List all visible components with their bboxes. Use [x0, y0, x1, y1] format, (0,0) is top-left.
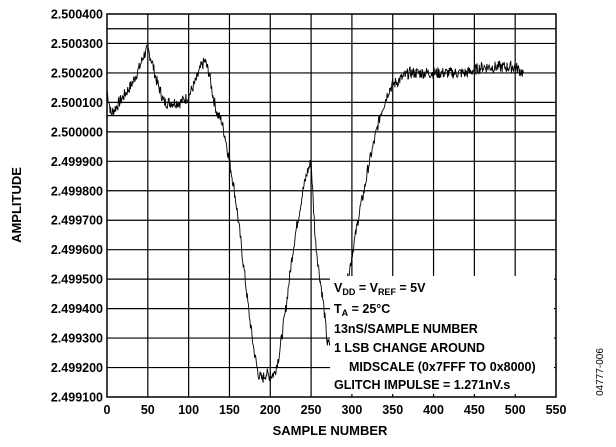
annotation-glitch-impulse: GLITCH IMPULSE = 1.271nV.s	[334, 378, 510, 392]
y-tick-labels: 2.499100 2.499200 2.499300 2.499400 2.499500…	[51, 8, 103, 405]
y-tick-label: 2.499200	[51, 361, 103, 375]
x-axis-label: SAMPLE NUMBER	[273, 423, 388, 438]
x-tick-label: 100	[178, 403, 199, 417]
y-tick-label: 2.499700	[51, 214, 103, 228]
y-tick-label: 2.499500	[51, 273, 103, 287]
x-tick-label: 500	[505, 403, 526, 417]
y-tick-label: 2.499400	[51, 302, 103, 316]
y-tick-label: 2.500100	[51, 96, 103, 110]
x-tick-label: 200	[260, 403, 281, 417]
annotation-ta: TA = 25°C	[334, 302, 390, 318]
annotation-lsb-change: 1 LSB CHANGE AROUND	[334, 341, 485, 355]
annotation-box	[330, 276, 554, 394]
y-tick-label: 2.499300	[51, 332, 103, 346]
x-tick-label: 150	[219, 403, 240, 417]
x-tick-labels: 0 50 100 150 200 250 300 350 400 450 500 550	[104, 403, 567, 417]
annotation-ns-per-sample: 13nS/SAMPLE NUMBER	[334, 322, 478, 336]
annotation-midscale: MIDSCALE (0x7FFF TO 0x8000)	[349, 360, 536, 374]
x-tick-label: 350	[382, 403, 403, 417]
x-tick-label: 50	[141, 403, 155, 417]
figure-id: 04777-006	[595, 348, 606, 396]
x-tick-label: 450	[464, 403, 485, 417]
y-tick-label: 2.499800	[51, 184, 103, 198]
y-axis-label: AMPLITUDE	[9, 167, 24, 243]
y-tick-label: 2.499900	[51, 155, 103, 169]
series-group	[106, 44, 524, 383]
x-tick-label: 550	[546, 403, 567, 417]
y-tick-label: 2.500400	[51, 8, 103, 22]
x-tick-label: 300	[341, 403, 362, 417]
y-tick-label: 2.500200	[51, 66, 103, 80]
y-tick-label: 2.500300	[51, 37, 103, 51]
series-line	[106, 44, 524, 383]
reference-lines	[107, 28, 556, 117]
annotation-block: VDD = VREF = 5V TA = 25°C 13nS/SAMPLE NU…	[334, 281, 536, 392]
annotation-vdd: VDD = VREF = 5V	[334, 281, 426, 297]
y-tick-label: 2.499600	[51, 243, 103, 257]
y-tick-label: 2.499100	[51, 391, 103, 405]
y-tick-label: 2.500000	[51, 125, 103, 139]
x-tick-label: 400	[423, 403, 444, 417]
x-tick-label: 250	[301, 403, 322, 417]
x-tick-label: 0	[104, 403, 111, 417]
